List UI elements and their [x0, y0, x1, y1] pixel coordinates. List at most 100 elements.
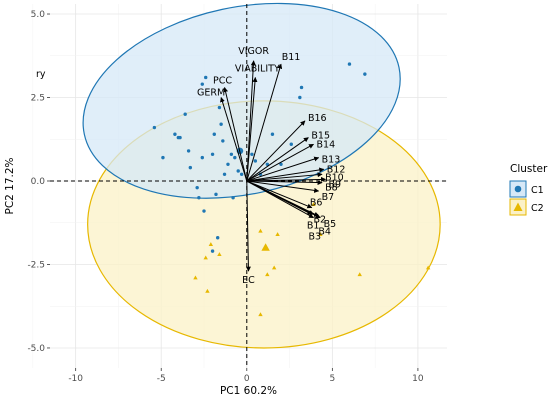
point-c1 — [289, 142, 293, 146]
legend-label-c1: C1 — [531, 185, 544, 196]
loading-label-pcc: PCC — [213, 75, 232, 86]
y-tick-label: 5.0 — [31, 10, 46, 20]
point-c1 — [233, 155, 237, 160]
point-c1 — [204, 75, 208, 80]
point-c1 — [265, 162, 270, 166]
legend-label-c2: C2 — [531, 203, 544, 214]
loading-label-b11: B11 — [282, 52, 301, 63]
point-c1 — [212, 132, 216, 136]
loading-arrow-viability — [246, 76, 258, 182]
point-c2 — [271, 265, 277, 270]
centroid-c2 — [261, 243, 270, 251]
point-c1 — [229, 152, 234, 156]
loading-arrow-b14 — [246, 143, 314, 182]
point-c1 — [197, 195, 201, 200]
loading-arrow-b7 — [246, 180, 320, 193]
loading-arrow-b8 — [246, 180, 323, 186]
point-c2 — [205, 288, 210, 293]
point-c1 — [226, 162, 230, 166]
point-c1 — [221, 139, 225, 143]
loading-vectors: VIGORVIABILITYPCCGERMB11B16B15B14B13B12B… — [197, 46, 345, 286]
point-c1 — [210, 152, 215, 156]
point-c2 — [203, 255, 208, 260]
point-c1 — [178, 135, 182, 140]
x-tick-label: 5 — [329, 374, 335, 384]
point-c1 — [363, 72, 367, 76]
loading-label-ec: EC — [242, 275, 255, 286]
loading-arrow-b1 — [246, 180, 313, 215]
loading-label-b6: B6 — [310, 198, 323, 209]
y-tick-label: -5.0 — [27, 344, 45, 354]
y-axis-label: PC2 17.2% — [4, 157, 16, 214]
y-tick-labels: 5.0 2.5 0.0 -2.5 -5.0 — [27, 10, 50, 354]
loading-label-b15: B15 — [311, 131, 330, 142]
point-c1 — [270, 132, 275, 136]
point-c1 — [253, 159, 258, 163]
point-c1 — [183, 112, 187, 116]
point-c2 — [265, 272, 270, 277]
point-c1 — [152, 125, 157, 130]
loading-label-b10: B10 — [325, 172, 344, 183]
loading-label-viability: VIABILITY — [235, 63, 280, 74]
point-c2 — [258, 228, 263, 233]
loading-label-b13: B13 — [322, 155, 341, 166]
y-tick-label: -2.5 — [27, 260, 45, 270]
point-c1 — [298, 95, 302, 100]
legend-marker-c2 — [513, 202, 523, 211]
cluster-ellipses — [82, 2, 441, 349]
x-axis-label: PC1 60.2% — [220, 385, 277, 397]
loading-label-germ: GERM — [197, 88, 225, 99]
point-c1 — [299, 85, 304, 90]
point-c1 — [239, 172, 244, 177]
x-tick-label: 10 — [412, 374, 424, 384]
ellipse-c1 — [82, 2, 401, 199]
loading-arrow-ec — [245, 180, 251, 272]
loading-label-b7: B7 — [322, 192, 335, 203]
point-c2 — [311, 202, 316, 206]
point-c2 — [217, 252, 222, 257]
point-c1 — [202, 209, 206, 213]
x-tick-labels: -10 -5 0 5 10 — [68, 368, 424, 384]
point-c2 — [425, 265, 431, 270]
x-tick-label: -5 — [157, 374, 166, 384]
loading-arrow-b10 — [246, 172, 323, 182]
legend: Cluster C1 C2 — [509, 163, 548, 216]
loading-arrow-b13 — [246, 156, 320, 182]
point-c1 — [161, 155, 165, 160]
loading-arrow-pcc — [223, 86, 248, 182]
loading-arrow-b16 — [246, 120, 306, 182]
loading-arrow-b9 — [246, 176, 327, 182]
point-c1 — [231, 195, 235, 200]
point-c2 — [208, 242, 214, 247]
point-c1 — [173, 132, 177, 136]
loading-label-b9: B9 — [329, 179, 342, 190]
loading-arrow-b11 — [246, 63, 283, 182]
point-c1 — [214, 192, 218, 197]
point-c1 — [250, 152, 254, 156]
point-c1 — [347, 62, 352, 66]
point-c1 — [219, 122, 223, 126]
point-c1 — [195, 185, 199, 190]
point-c1 — [200, 155, 204, 160]
point-c2 — [193, 275, 198, 280]
point-c1 — [186, 149, 191, 153]
loading-arrow-b15 — [246, 137, 309, 182]
x-tick-label: 0 — [244, 374, 250, 384]
loading-label-b3: B3 — [309, 232, 322, 243]
loading-arrow-b6 — [246, 180, 313, 209]
point-c1 — [279, 162, 283, 166]
stray-label: ry — [36, 69, 46, 80]
point-c2 — [357, 272, 362, 277]
loading-label-b5: B5 — [324, 219, 337, 230]
loading-label-b4: B4 — [318, 227, 331, 238]
point-c2 — [275, 232, 280, 237]
loading-label-b1: B1 — [307, 220, 320, 231]
legend-marker-c1 — [514, 185, 522, 193]
loading-label-b14: B14 — [317, 139, 336, 150]
y-tick-label: 0.0 — [31, 177, 46, 187]
point-c1 — [200, 82, 204, 86]
x-tick-label: -10 — [68, 374, 83, 384]
legend-title: Cluster — [510, 163, 548, 175]
